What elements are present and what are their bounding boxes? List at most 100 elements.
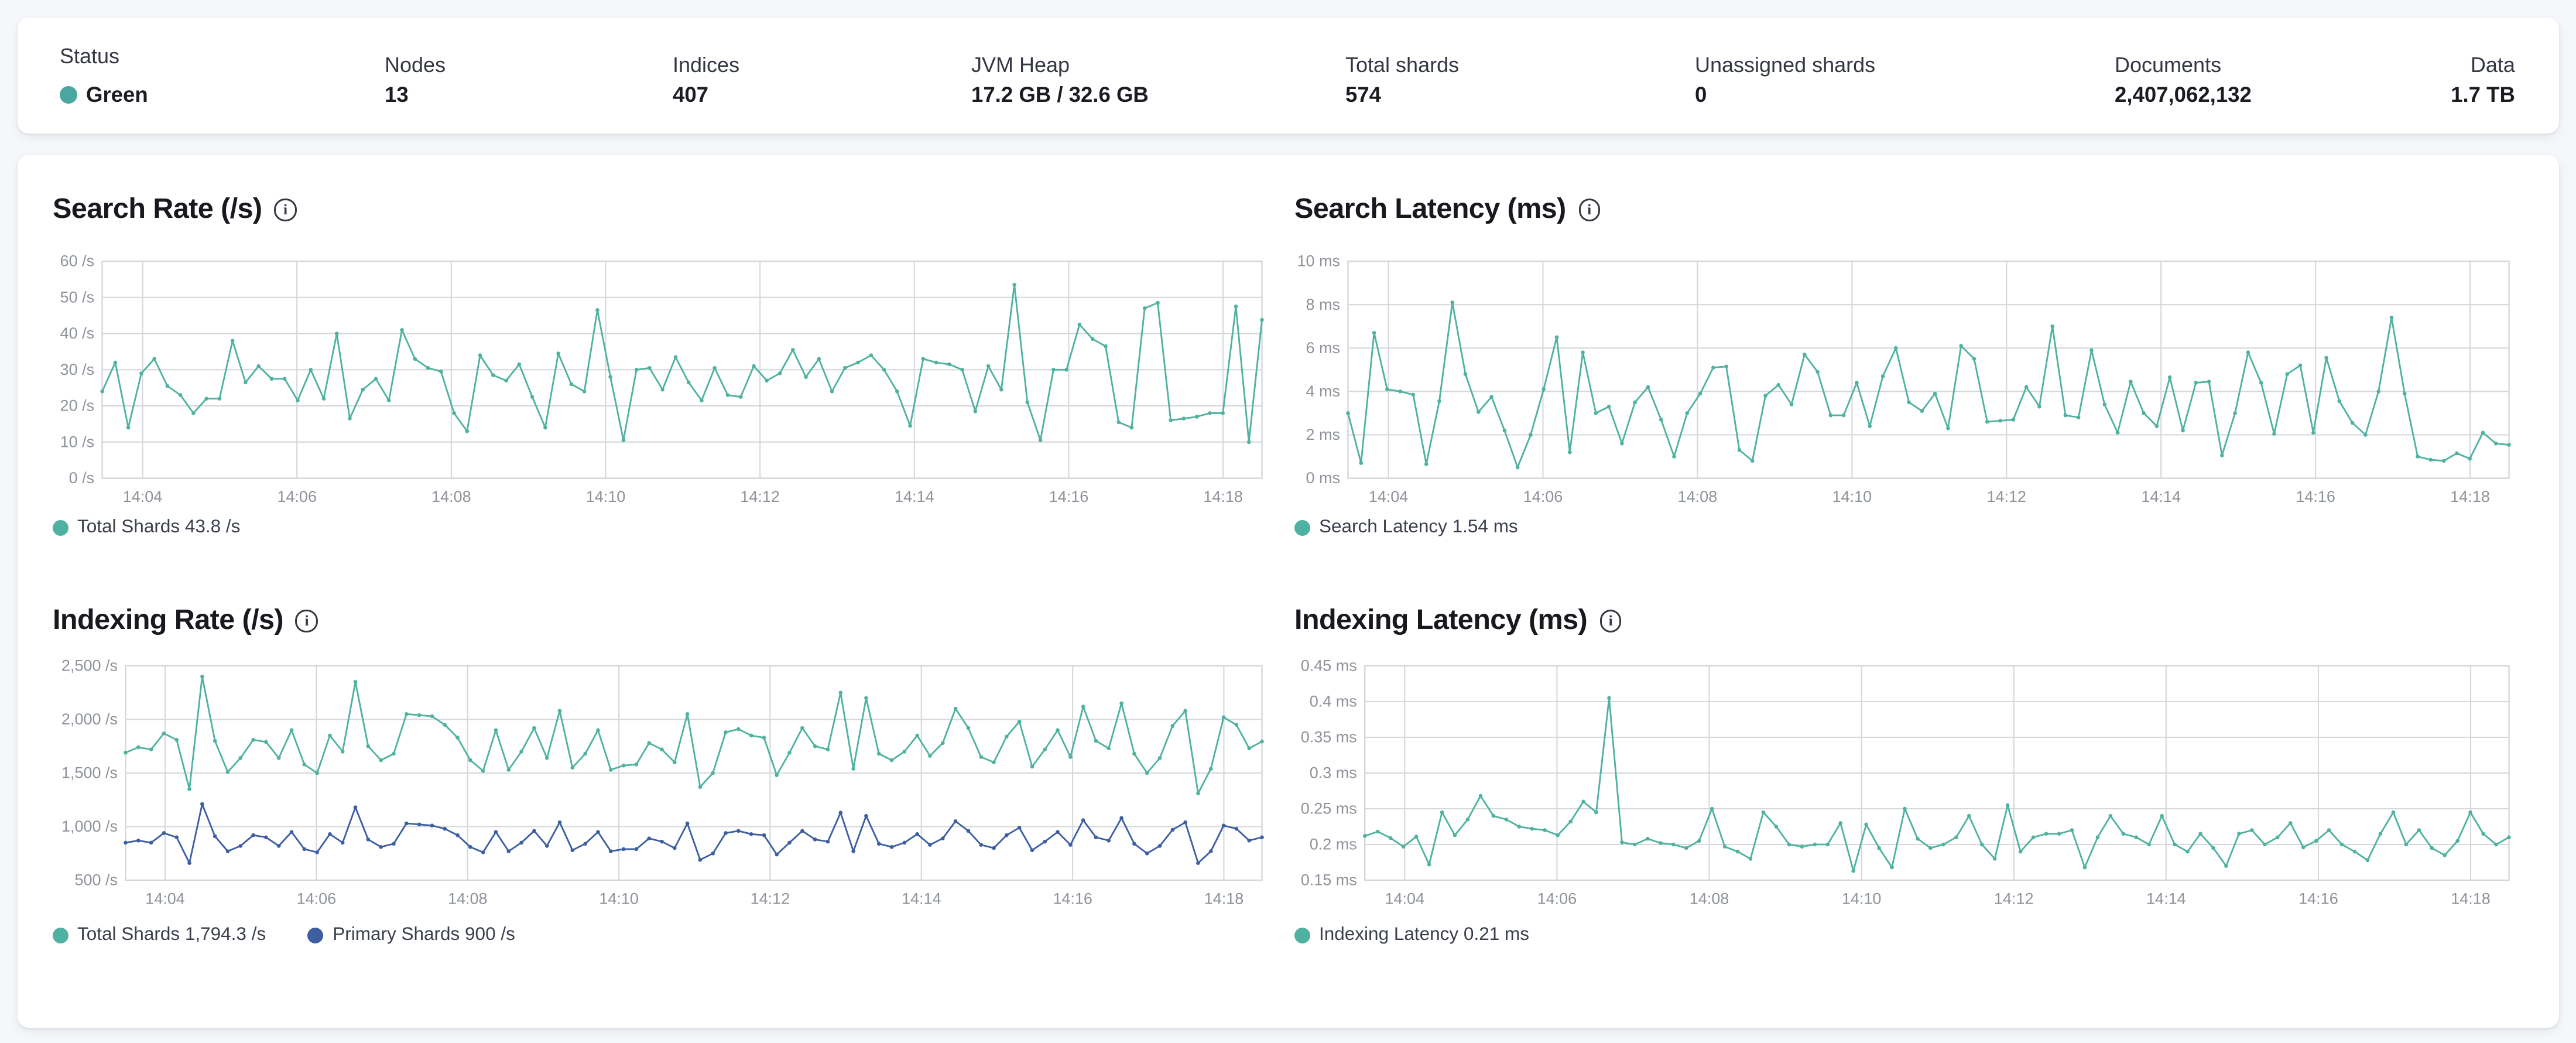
search-latency-x-tick-label: 14:16: [2295, 488, 2335, 505]
indexing-latency-x-tick-label: 14:08: [1688, 890, 1728, 908]
indexing-rate-title-text: Indexing Rate (/s): [53, 604, 284, 636]
search-rate-x-tick-label: 14:06: [276, 488, 316, 505]
search-rate-title: Search Rate (/s) i: [53, 193, 296, 227]
search-rate-chart-canvas[interactable]: 60 /s 50 /s 40 /s 30 /s 20 /s 10 /s 0 /s 14:04 1…: [17, 246, 1273, 527]
stat-value-documents: 2,407,062,132: [2115, 82, 2252, 107]
stat-value-text: 2,407,062,132: [2115, 81, 2252, 107]
indexing-latency-legend-item-0[interactable]: Indexing Latency 0.21 ms: [1294, 924, 1529, 945]
indexing-rate-series-line-1: [124, 803, 1262, 864]
stat-value-unassigned-shards: 0: [1695, 82, 1707, 107]
search-latency-info-icon[interactable]: i: [1578, 199, 1601, 221]
stat-label-indices: Indices: [673, 52, 740, 77]
indexing-latency-title: Indexing Latency (ms) i: [1294, 604, 1622, 638]
legend-series-dot-icon: [53, 519, 68, 535]
legend-series-label: Indexing Latency 0.21 ms: [1319, 924, 1530, 945]
search-latency-y-tick-label: 2 ms: [1305, 426, 1340, 443]
indexing-latency-x-tick-label: 14:10: [1841, 890, 1880, 908]
search-latency-y-tick-label: 6 ms: [1305, 339, 1340, 357]
stat-value-indices: 407: [673, 82, 708, 107]
legend-series-label: Primary Shards 900 /s: [333, 924, 515, 945]
search-rate-y-tick-label: 60 /s: [59, 252, 94, 270]
search-rate-x-tick-label: 14:12: [739, 488, 779, 505]
search-latency-x-tick-label: 14:04: [1368, 488, 1407, 505]
indexing-latency-x-tick-label: 14:06: [1536, 890, 1576, 908]
indexing-rate-x-tick-label: 14:06: [296, 890, 335, 908]
indexing-latency-x-tick-label: 14:12: [1993, 890, 2033, 908]
indexing-rate-x-tick-label: 14:10: [598, 890, 638, 908]
stat-label-nodes: Nodes: [385, 52, 446, 77]
indexing-latency-y-tick-label: 0.4 ms: [1308, 693, 1356, 710]
legend-series-dot-icon: [308, 926, 324, 943]
search-latency-chart-canvas[interactable]: 10 ms 8 ms 6 ms 4 ms 2 ms 0 ms 14:04 14:06 14:08…: [1282, 246, 2537, 527]
metrics-charts-panel: Search Rate (/s) i 60 /s 50 /s 40 /s 30 /s 20 …: [16, 155, 2559, 1028]
stat-value-status: Green: [60, 82, 148, 107]
search-latency-legend: Search Latency 1.54 ms: [1294, 517, 1518, 538]
indexing-latency-info-icon[interactable]: i: [1599, 610, 1622, 632]
search-rate-x-tick-label: 14:08: [431, 488, 471, 505]
indexing-rate-x-tick-label: 14:18: [1203, 890, 1243, 908]
stat-label-data: Data: [2470, 52, 2515, 77]
indexing-rate-chart-canvas[interactable]: 2,500 /s 2,000 /s 1,500 /s 1,000 /s 500 /s 14…: [17, 641, 1273, 926]
search-latency-series-line-0: [1346, 302, 2509, 469]
indexing-latency-y-tick-label: 0.15 ms: [1300, 871, 1356, 889]
health-status-dot-icon: [60, 85, 77, 103]
search-rate-x-tick-label: 14:18: [1203, 488, 1242, 505]
search-rate-legend-item-0[interactable]: Total Shards 43.8 /s: [53, 517, 240, 538]
search-rate-series-line-0: [100, 283, 1262, 443]
stat-value-nodes: 13: [385, 82, 409, 107]
indexing-rate-y-tick-label: 2,000 /s: [60, 710, 117, 728]
indexing-rate-x-tick-label: 14:12: [749, 890, 789, 908]
indexing-latency-series-line-0: [1363, 697, 2509, 872]
stat-value-text: 574: [1345, 81, 1382, 107]
stat-label-status: Status: [60, 43, 120, 68]
stat-label-total-shards: Total shards: [1345, 52, 1460, 77]
indexing-latency-y-tick-label: 0.3 ms: [1308, 764, 1356, 782]
stat-value-text: 17.2 GB / 32.6 GB: [971, 81, 1149, 107]
indexing-rate-x-tick-label: 14:16: [1052, 890, 1092, 908]
indexing-latency-y-tick-label: 0.25 ms: [1300, 800, 1356, 818]
cluster-stats-bar: Status Green Nodes 13 Indices 407 JVM Heap 17.2…: [16, 16, 2559, 133]
search-rate-x-tick-label: 14:04: [122, 488, 162, 505]
indexing-rate-title: Indexing Rate (/s) i: [53, 604, 318, 638]
indexing-latency-chart-canvas[interactable]: 0.45 ms 0.4 ms 0.35 ms 0.3 ms 0.25 ms 0.2 ms 0…: [1282, 641, 2537, 926]
search-latency-y-tick-label: 4 ms: [1305, 382, 1340, 400]
search-rate-legend: Total Shards 43.8 /s: [53, 517, 240, 538]
indexing-rate-legend-item-1[interactable]: Primary Shards 900 /s: [308, 924, 515, 945]
indexing-rate-y-tick-label: 500 /s: [74, 871, 117, 889]
stat-label-unassigned-shards: Unassigned shards: [1695, 52, 1876, 77]
search-latency-title: Search Latency (ms) i: [1294, 193, 1601, 227]
indexing-latency-y-tick-label: 0.2 ms: [1308, 836, 1356, 853]
stat-label-jvm-heap: JVM Heap: [971, 52, 1070, 77]
indexing-rate-info-icon[interactable]: i: [295, 610, 318, 632]
stat-value-text: Green: [86, 81, 148, 107]
search-latency-legend-item-0[interactable]: Search Latency 1.54 ms: [1294, 517, 1518, 538]
stat-value-text: 0: [1695, 81, 1707, 107]
search-rate-y-tick-label: 30 /s: [59, 361, 94, 378]
legend-series-dot-icon: [53, 926, 68, 943]
search-rate-info-icon[interactable]: i: [274, 199, 296, 221]
search-rate-y-tick-label: 40 /s: [59, 324, 94, 342]
search-latency-y-tick-label: 10 ms: [1296, 252, 1340, 270]
search-latency-x-tick-label: 14:12: [1986, 488, 2026, 505]
indexing-latency-legend: Indexing Latency 0.21 ms: [1294, 924, 1529, 945]
stat-value-total-shards: 574: [1345, 82, 1381, 107]
stat-label-documents: Documents: [2115, 52, 2222, 77]
indexing-rate-x-tick-label: 14:08: [447, 890, 487, 908]
indexing-rate-legend-item-0[interactable]: Total Shards 1,794.3 /s: [53, 924, 266, 945]
search-latency-x-tick-label: 14:10: [1831, 488, 1871, 505]
stat-value-text: 13: [385, 81, 409, 107]
legend-series-label: Search Latency 1.54 ms: [1319, 517, 1518, 538]
stat-value-jvm-heap: 17.2 GB / 32.6 GB: [971, 82, 1149, 107]
legend-series-label: Total Shards 43.8 /s: [77, 517, 241, 538]
search-rate-y-tick-label: 50 /s: [59, 288, 94, 306]
search-rate-title-text: Search Rate (/s): [53, 193, 262, 225]
search-latency-y-tick-label: 8 ms: [1305, 296, 1340, 313]
indexing-latency-x-tick-label: 14:14: [2146, 890, 2186, 908]
search-latency-x-tick-label: 14:18: [2450, 488, 2489, 505]
indexing-rate-x-tick-label: 14:04: [145, 890, 184, 908]
indexing-latency-x-tick-label: 14:16: [2298, 890, 2338, 908]
stat-value-data: 1.7 TB: [2451, 82, 2515, 107]
search-rate-y-tick-label: 0 /s: [68, 469, 94, 487]
search-rate-x-tick-label: 14:16: [1048, 488, 1088, 505]
